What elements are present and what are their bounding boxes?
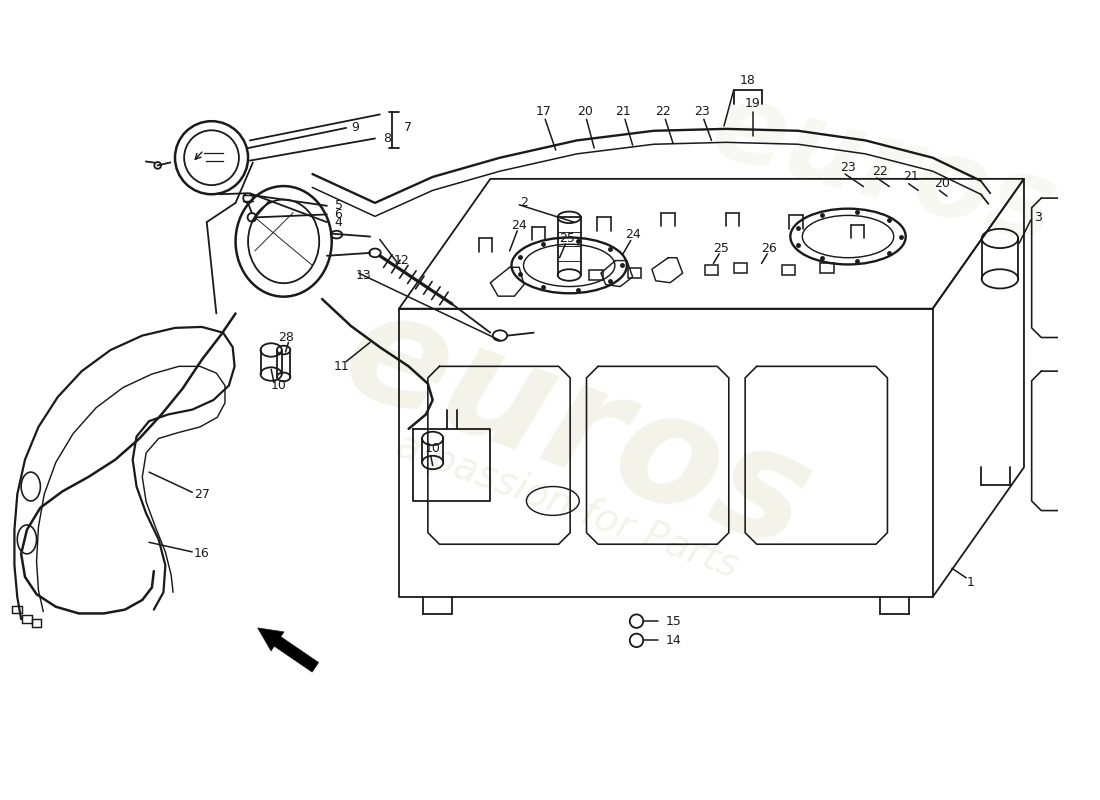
Text: 23: 23 bbox=[840, 161, 856, 174]
Text: 21: 21 bbox=[615, 105, 631, 118]
Text: euros: euros bbox=[324, 276, 829, 582]
Text: 22: 22 bbox=[872, 165, 888, 178]
Bar bbox=[734, 263, 747, 273]
Text: 5: 5 bbox=[334, 199, 342, 212]
Text: 23: 23 bbox=[694, 105, 710, 118]
Text: 17: 17 bbox=[536, 105, 551, 118]
Bar bbox=[32, 619, 42, 627]
Text: 9: 9 bbox=[351, 122, 359, 134]
Text: 20: 20 bbox=[934, 177, 950, 190]
Text: 7: 7 bbox=[404, 122, 411, 134]
Text: 13: 13 bbox=[355, 269, 372, 282]
Polygon shape bbox=[257, 628, 319, 672]
Text: 12: 12 bbox=[394, 254, 410, 267]
Bar bbox=[705, 266, 718, 275]
Text: euros: euros bbox=[701, 72, 1068, 266]
Bar bbox=[590, 270, 603, 280]
Text: 1: 1 bbox=[967, 576, 975, 589]
Text: 24: 24 bbox=[625, 228, 640, 241]
Bar bbox=[782, 266, 795, 275]
Text: 8: 8 bbox=[383, 132, 390, 145]
Text: 27: 27 bbox=[194, 488, 210, 501]
Text: 28: 28 bbox=[278, 331, 295, 344]
Text: 10: 10 bbox=[271, 379, 287, 392]
Text: 25: 25 bbox=[713, 242, 729, 254]
Bar bbox=[821, 263, 834, 273]
Text: 20: 20 bbox=[576, 105, 593, 118]
Text: 14: 14 bbox=[666, 634, 681, 647]
Text: 24: 24 bbox=[512, 218, 527, 231]
Text: 6: 6 bbox=[334, 208, 342, 221]
Text: 16: 16 bbox=[194, 547, 210, 560]
Text: a passion for Parts: a passion for Parts bbox=[390, 426, 744, 586]
Text: 2: 2 bbox=[520, 196, 528, 210]
Text: 18: 18 bbox=[740, 74, 756, 87]
Bar bbox=[22, 615, 32, 623]
Text: 15: 15 bbox=[666, 614, 681, 628]
Text: 3: 3 bbox=[1034, 211, 1042, 224]
Text: 21: 21 bbox=[903, 170, 920, 183]
Text: 11: 11 bbox=[333, 360, 349, 373]
Bar bbox=[12, 606, 22, 614]
Text: 22: 22 bbox=[656, 105, 671, 118]
Bar bbox=[628, 268, 641, 278]
Text: 19: 19 bbox=[745, 98, 761, 110]
Text: 25: 25 bbox=[559, 232, 575, 245]
Text: 10: 10 bbox=[425, 442, 441, 454]
Text: 4: 4 bbox=[334, 216, 342, 229]
Text: 26: 26 bbox=[761, 242, 777, 254]
